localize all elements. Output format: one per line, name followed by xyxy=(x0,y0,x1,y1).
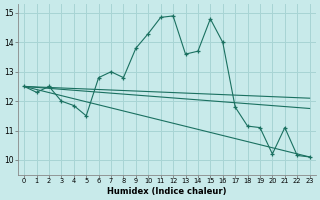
X-axis label: Humidex (Indice chaleur): Humidex (Indice chaleur) xyxy=(107,187,227,196)
